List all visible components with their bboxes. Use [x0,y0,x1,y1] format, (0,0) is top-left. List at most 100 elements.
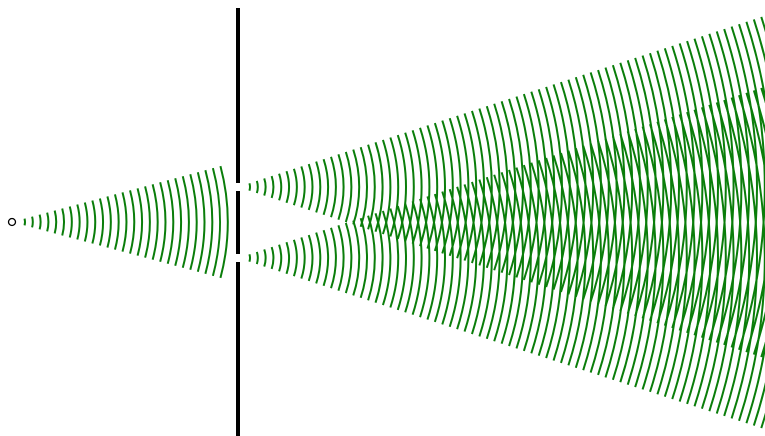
source-wavefront [98,198,104,246]
upper-slit-wavefront [611,64,634,310]
upper-slit-wavefront [270,175,275,199]
source-wavefront [76,204,81,240]
lower-slit-wavefront [693,109,719,407]
lower-slit-wavefront [270,246,275,270]
upper-slit-wavefront [693,38,719,336]
upper-slit-wavefront [411,129,423,245]
upper-slit-wavefront [463,113,478,261]
source-wavefront [106,196,112,248]
upper-slit-wavefront [582,74,602,300]
lower-slit-wavefront [537,159,556,357]
source-wavefront [121,192,128,252]
lower-slit-wavefront [500,172,517,344]
source-wavefront [204,169,214,275]
lower-slit-wavefront [715,102,743,414]
lower-slit-wavefront [285,241,290,275]
lower-slit-wavefront [463,184,478,332]
upper-slit-wavefront [278,173,283,201]
lower-slit-wavefront [530,162,548,354]
lower-slit-wavefront [344,222,353,294]
lower-slit-wavefront [582,145,602,371]
upper-slit-wavefront [359,146,368,228]
upper-slit-wavefront [656,50,681,324]
lower-slit-wavefront [686,111,712,405]
upper-slit-wavefront [381,139,392,235]
lower-slit-wavefront [671,116,696,400]
lower-slit-wavefront [485,176,501,340]
upper-slit-wavefront [248,182,251,192]
source-wavefront [196,171,206,273]
lower-slit-wavefront [307,234,314,282]
source-wavefront [151,184,159,260]
lower-slit-wavefront [678,114,704,402]
lower-slit-wavefront [359,217,368,299]
upper-slit-wavefront [634,57,657,317]
source-wavefront [174,178,182,266]
lower-slit-wavefront [292,239,298,277]
upper-slit-wavefront [700,35,727,339]
upper-slit-wavefront [292,168,298,206]
upper-slit-wavefront [396,134,408,240]
lower-slit-wavefront [441,191,454,325]
lower-slit-wavefront [248,253,251,263]
source-wavefront [114,194,120,250]
upper-slit-wavefront [263,178,267,196]
lower-slit-wavefront [619,133,641,383]
upper-slit-wavefront [715,31,743,343]
lower-slit-wavefront [330,227,337,289]
upper-slit-wavefront [315,161,322,213]
lower-slit-wavefront [663,119,688,397]
upper-slit-wavefront [344,151,353,223]
lower-slit-wavefront [611,135,634,381]
source-wavefront [211,167,221,277]
source-wavefront [61,208,65,236]
lower-slit-wavefront [263,249,267,267]
lower-slit-wavefront [649,123,673,393]
lower-slit-wavefront [448,188,462,328]
lower-slit-wavefront [456,186,470,330]
lower-slit-wavefront [700,106,727,410]
upper-slit-wavefront [448,117,462,257]
lower-slit-wavefront [478,179,493,337]
lower-slit-wavefront [560,152,579,364]
source-wavefront [189,173,198,271]
upper-slit-wavefront [456,115,470,259]
lower-slit-wavefront [567,150,587,366]
lower-slit-wavefront [255,251,259,265]
upper-slit-wavefront [352,149,361,225]
source-wavefront [53,210,58,234]
upper-slit-wavefront [404,132,415,242]
lower-slit-wavefront [597,140,618,376]
wavefronts [23,16,765,429]
lower-slit-wavefront [634,128,657,388]
source-wavefront [219,165,229,279]
lower-slit-wavefront [315,232,322,284]
upper-slit-wavefront [426,125,439,249]
upper-slit-wavefront [330,156,337,218]
upper-slit-wavefront [686,40,712,334]
upper-slit-wavefront [441,120,454,254]
lower-slit-wavefront [552,155,571,361]
upper-slit-wavefront [389,137,400,237]
lower-slit-wavefront [278,244,283,272]
lower-slit-wavefront [745,92,765,424]
upper-slit-wavefront [597,69,618,305]
upper-slit-wavefront [619,62,641,312]
source-wavefront [136,188,144,256]
upper-slit-wavefront [708,33,735,341]
source-wavefront [83,202,89,242]
lower-slit-wavefront [589,143,610,373]
upper-slit-wavefront [589,72,610,302]
lower-slit-wavefront [493,174,509,342]
upper-slit-wavefront [433,122,446,252]
source-wavefront [129,190,136,254]
upper-slit-wavefront [337,154,345,220]
upper-slit-wavefront [604,67,626,307]
lower-slit-wavefront [411,200,423,316]
upper-slit-wavefront [663,48,688,326]
lower-slit-wavefront [352,220,361,296]
upper-slit-wavefront [745,21,765,353]
